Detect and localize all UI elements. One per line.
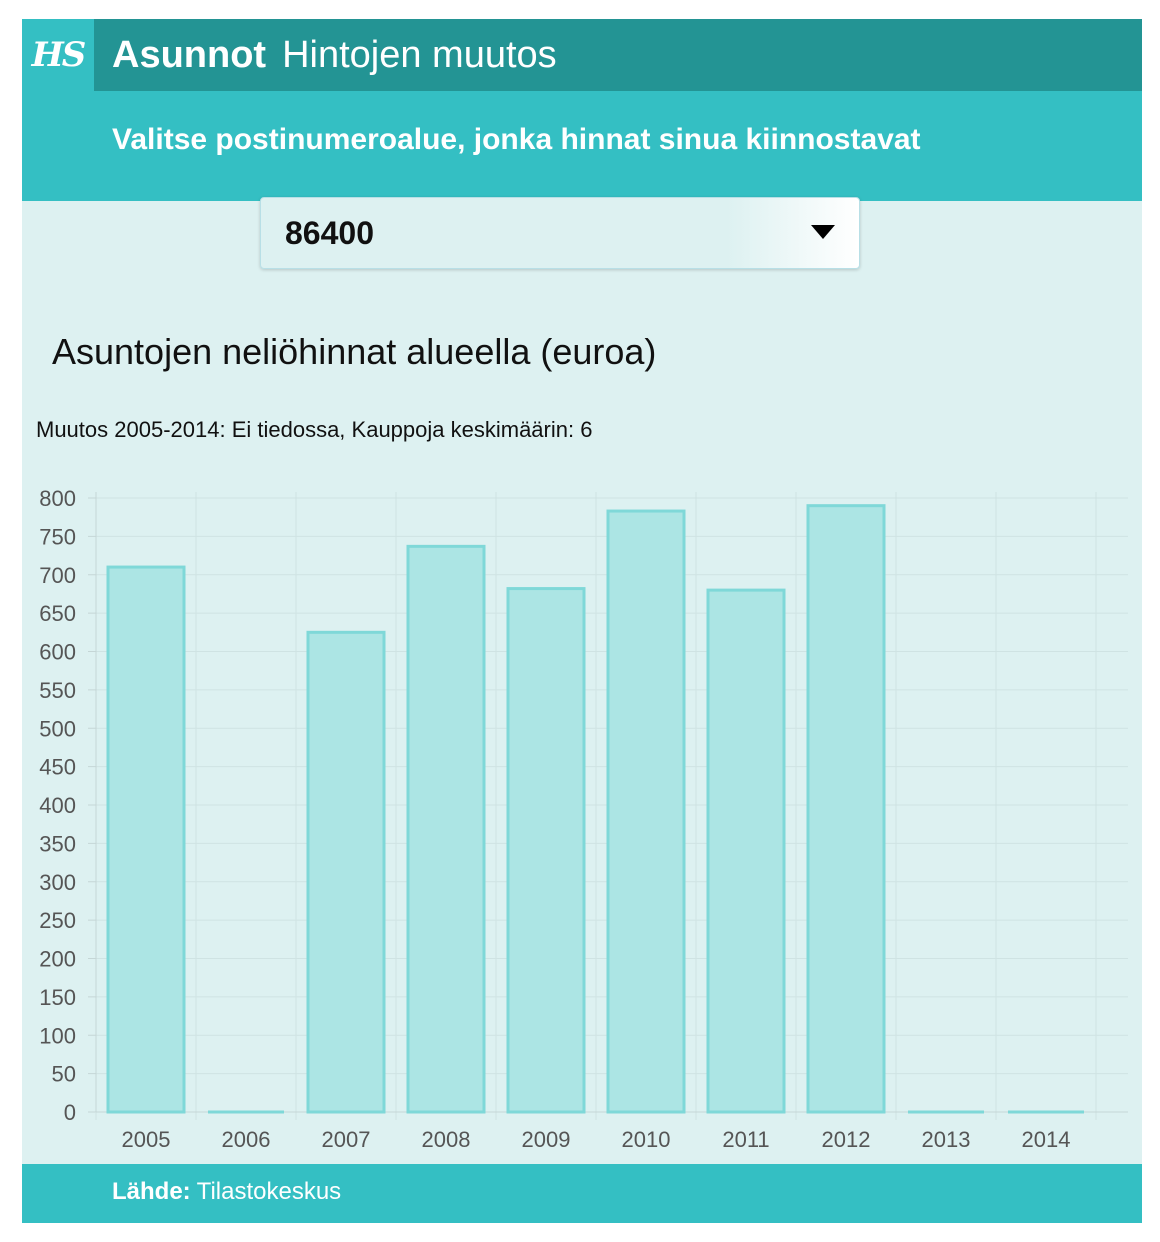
x-tick-label: 2009 [522, 1127, 571, 1152]
y-tick-label: 50 [52, 1062, 76, 1087]
top-bar: HS Asunnot Hintojen muutos [22, 19, 1142, 91]
y-tick-label: 100 [39, 1023, 76, 1048]
y-tick-label: 500 [39, 716, 76, 741]
bar-2010 [606, 509, 686, 1114]
chart-summary: Muutos 2005-2014: Ei tiedossa, Kauppoja … [36, 417, 593, 442]
instruction-text: Valitse postinumeroalue, jonka hinnat si… [112, 123, 921, 156]
hs-logo[interactable]: HS [22, 19, 94, 91]
bar-2007 [306, 630, 386, 1114]
postal-code-select[interactable]: 86400 [260, 197, 860, 269]
x-tick-label: 2010 [622, 1127, 671, 1152]
bar-2012 [806, 504, 886, 1114]
dropdown-arrow-icon[interactable] [811, 225, 835, 239]
brand-name: Asunnot [112, 34, 267, 76]
selected-postal-code: 86400 [285, 215, 374, 251]
x-tick-label: 2014 [1022, 1127, 1071, 1152]
y-tick-label: 650 [39, 601, 76, 626]
y-tick-label: 450 [39, 755, 76, 780]
y-tick-label: 150 [39, 985, 76, 1010]
footer-bar: Lähde: Tilastokeskus [22, 1164, 1142, 1223]
bar-2008 [406, 544, 486, 1114]
y-tick-label: 800 [39, 486, 76, 511]
x-tick-label: 2011 [722, 1127, 769, 1152]
y-tick-label: 550 [39, 678, 76, 703]
y-tick-label: 350 [39, 831, 76, 856]
source-label: Lähde: [112, 1178, 191, 1205]
x-tick-label: 2005 [122, 1127, 171, 1152]
bar-2011 [706, 588, 786, 1114]
instruction-bar: Valitse postinumeroalue, jonka hinnat si… [22, 91, 1142, 201]
chart-title: Asuntojen neliöhinnat alueella (euroa) [52, 331, 657, 372]
y-tick-label: 250 [39, 908, 76, 933]
source-name: Tilastokeskus [196, 1178, 342, 1205]
y-tick-label: 0 [64, 1100, 76, 1125]
y-tick-label: 750 [39, 524, 76, 549]
x-tick-label: 2006 [222, 1127, 271, 1152]
x-tick-label: 2012 [822, 1127, 871, 1152]
y-tick-label: 600 [39, 640, 76, 665]
bar-chart: 0 50 100 150 200 250 300 350 400 450 500 550 600 650 7… [39, 486, 1128, 1152]
y-tick-label: 700 [39, 563, 76, 588]
y-tick-label: 300 [39, 870, 76, 895]
y-tick-label: 400 [39, 793, 76, 818]
bar-2009 [506, 587, 586, 1114]
app-title: Asunnot Hintojen muutos [112, 19, 557, 91]
bar-2005 [106, 565, 186, 1114]
y-tick-label: 200 [39, 947, 76, 972]
x-tick-label: 2013 [922, 1127, 971, 1152]
page-title: Hintojen muutos [282, 34, 557, 76]
x-tick-label: 2008 [422, 1127, 471, 1152]
x-tick-label: 2007 [322, 1127, 371, 1152]
source-text: Lähde: Tilastokeskus [112, 1164, 341, 1220]
